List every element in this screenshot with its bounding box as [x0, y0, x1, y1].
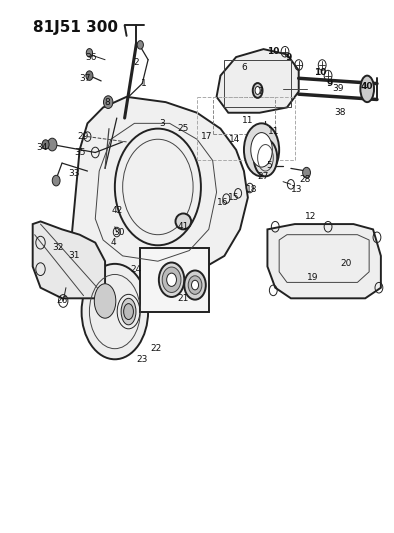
- Text: 22: 22: [150, 344, 162, 353]
- Text: 3: 3: [159, 119, 165, 128]
- Text: 29: 29: [78, 132, 89, 141]
- Ellipse shape: [167, 273, 177, 286]
- Ellipse shape: [121, 298, 136, 325]
- Polygon shape: [33, 221, 105, 298]
- Ellipse shape: [254, 139, 277, 176]
- Polygon shape: [72, 97, 248, 282]
- Text: 33: 33: [68, 169, 80, 178]
- Circle shape: [86, 49, 93, 57]
- Text: 4: 4: [110, 238, 116, 247]
- Circle shape: [42, 140, 49, 149]
- Text: 25: 25: [178, 124, 189, 133]
- Text: 28: 28: [299, 174, 310, 183]
- Text: 14: 14: [229, 135, 240, 144]
- Text: 40: 40: [361, 82, 374, 91]
- Ellipse shape: [191, 280, 199, 290]
- Ellipse shape: [175, 214, 191, 229]
- Text: 10: 10: [267, 47, 279, 56]
- Ellipse shape: [244, 123, 279, 176]
- Ellipse shape: [255, 86, 260, 94]
- Text: 1: 1: [141, 79, 147, 88]
- Text: 15: 15: [229, 193, 240, 202]
- Text: 5: 5: [266, 161, 272, 170]
- Text: 17: 17: [201, 132, 212, 141]
- Circle shape: [48, 138, 57, 151]
- Text: 12: 12: [305, 212, 316, 221]
- Text: 26: 26: [56, 296, 68, 305]
- Text: 32: 32: [52, 244, 64, 253]
- Ellipse shape: [251, 133, 272, 167]
- Text: 9: 9: [286, 53, 292, 62]
- Ellipse shape: [124, 304, 134, 319]
- Ellipse shape: [159, 263, 184, 297]
- Ellipse shape: [82, 264, 148, 359]
- Text: 10: 10: [314, 68, 326, 77]
- Text: 19: 19: [307, 272, 318, 281]
- Text: 30: 30: [113, 228, 125, 237]
- Ellipse shape: [184, 270, 206, 300]
- Ellipse shape: [253, 83, 262, 98]
- Bar: [140, 248, 209, 312]
- Text: 39: 39: [332, 84, 344, 93]
- Text: 16: 16: [217, 198, 228, 207]
- Text: 20: 20: [340, 260, 351, 268]
- Text: 11: 11: [242, 116, 254, 125]
- Text: 27: 27: [258, 172, 269, 181]
- Text: 8: 8: [104, 98, 110, 107]
- Polygon shape: [268, 224, 381, 298]
- Ellipse shape: [162, 267, 181, 293]
- Text: 37: 37: [80, 74, 91, 83]
- Text: 31: 31: [68, 252, 80, 261]
- Text: 42: 42: [111, 206, 123, 215]
- Text: 38: 38: [334, 108, 346, 117]
- Ellipse shape: [361, 76, 374, 102]
- Text: 18: 18: [246, 185, 258, 194]
- Polygon shape: [217, 49, 299, 113]
- Text: 7: 7: [257, 87, 262, 96]
- Text: 81J51 300: 81J51 300: [33, 20, 118, 35]
- Text: 13: 13: [291, 185, 303, 194]
- Text: 21: 21: [178, 294, 189, 303]
- Text: 24: 24: [131, 265, 142, 273]
- Circle shape: [52, 175, 60, 186]
- Text: 11: 11: [268, 127, 279, 136]
- Text: 6: 6: [241, 63, 247, 72]
- Circle shape: [86, 71, 93, 80]
- Circle shape: [303, 167, 310, 178]
- Text: 36: 36: [85, 53, 97, 62]
- Text: 23: 23: [137, 355, 148, 364]
- Text: 34: 34: [37, 143, 48, 152]
- Text: 41: 41: [178, 222, 189, 231]
- Ellipse shape: [188, 276, 202, 294]
- Text: 35: 35: [74, 148, 85, 157]
- Bar: [225, 60, 291, 108]
- Circle shape: [104, 96, 113, 109]
- Text: 2: 2: [134, 58, 139, 67]
- Text: 9: 9: [327, 79, 333, 88]
- Circle shape: [137, 41, 143, 49]
- Ellipse shape: [94, 284, 116, 318]
